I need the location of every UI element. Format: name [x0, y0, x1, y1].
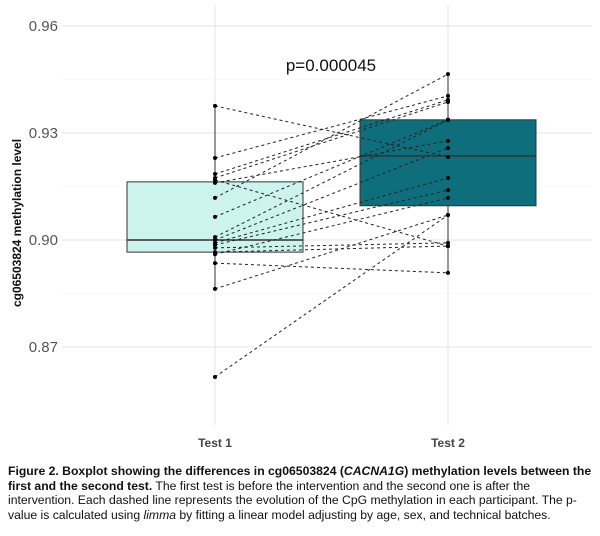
y-tick-label: 0.93	[29, 125, 58, 142]
y-tick-label: 0.90	[29, 232, 58, 249]
caption-limma: limma	[143, 507, 177, 522]
point-test-2	[446, 213, 450, 218]
point-test-1	[213, 238, 217, 242]
point-test-1	[213, 180, 217, 185]
y-tick-label: 0.96	[29, 18, 58, 35]
paired-line	[214, 119, 449, 218]
point-test-2	[446, 138, 450, 143]
paired-line	[214, 262, 449, 274]
point-test-2	[446, 188, 450, 193]
paired-line	[214, 214, 449, 290]
point-test-2	[446, 154, 450, 159]
point-test-2	[446, 93, 450, 98]
y-tick-labels: 0.87 0.90 0.93 0.96	[29, 18, 58, 356]
point-test-2	[446, 99, 450, 104]
point-test-2	[446, 195, 450, 200]
boxes	[126, 74, 537, 289]
caption-bold-2: ) methylation levels between the first a…	[8, 464, 592, 493]
x-tick-label: Test 1	[198, 436, 232, 450]
paired-line	[214, 242, 449, 249]
point-test-2	[446, 240, 450, 245]
paired-line	[214, 99, 449, 175]
paired-line	[214, 177, 449, 244]
point-test-1	[213, 178, 217, 183]
paired-line	[214, 189, 449, 246]
point-test-1	[213, 235, 217, 240]
paired-line	[214, 73, 449, 199]
boxplot-chart: 0.87 0.90 0.93 0.96 Test 1 Test 2 cg06503824…	[10, 5, 592, 450]
paired-line	[214, 105, 449, 158]
paired-line	[214, 119, 449, 238]
point-test-2	[446, 244, 450, 249]
point-test-1	[213, 214, 217, 219]
point-test-1	[213, 286, 217, 291]
x-tick-label: Test 2	[431, 436, 465, 450]
point-test-2	[446, 72, 450, 77]
point-test-1	[213, 252, 217, 257]
y-axis-label: cg06503824 methylation level	[10, 139, 24, 307]
points	[213, 72, 450, 379]
caption-text-1: The first test is before the interventio…	[8, 478, 577, 522]
point-test-1	[213, 103, 217, 108]
point-test-2	[446, 117, 450, 122]
caption-gene: CACNA1G	[343, 464, 405, 478]
paired-line	[214, 245, 449, 253]
y-tick-label: 0.87	[29, 339, 58, 356]
paired-line	[214, 179, 449, 247]
x-tick-labels: Test 1 Test 2	[198, 436, 465, 450]
figure-caption: Figure 2. Boxplot showing the difference…	[8, 464, 596, 522]
paired-line	[214, 95, 449, 159]
point-test-1	[213, 245, 217, 250]
caption-bold-1: Figure 2. Boxplot showing the difference…	[8, 464, 344, 478]
point-test-2	[446, 175, 450, 180]
paired-line	[214, 214, 449, 378]
point-test-1	[213, 172, 217, 177]
paired-line	[214, 197, 449, 255]
paired-lines	[214, 73, 449, 378]
paired-line	[214, 101, 449, 179]
p-value-annotation: p=0.000045	[286, 56, 376, 75]
point-test-2	[446, 145, 450, 150]
point-test-1	[213, 155, 217, 160]
point-test-1	[213, 195, 217, 200]
box	[359, 119, 537, 207]
point-test-1	[213, 261, 217, 266]
point-test-2	[446, 270, 450, 275]
point-test-1	[213, 374, 217, 379]
point-test-1	[213, 242, 217, 247]
caption-text-2: by fitting a linear model adjusting by a…	[176, 507, 551, 522]
